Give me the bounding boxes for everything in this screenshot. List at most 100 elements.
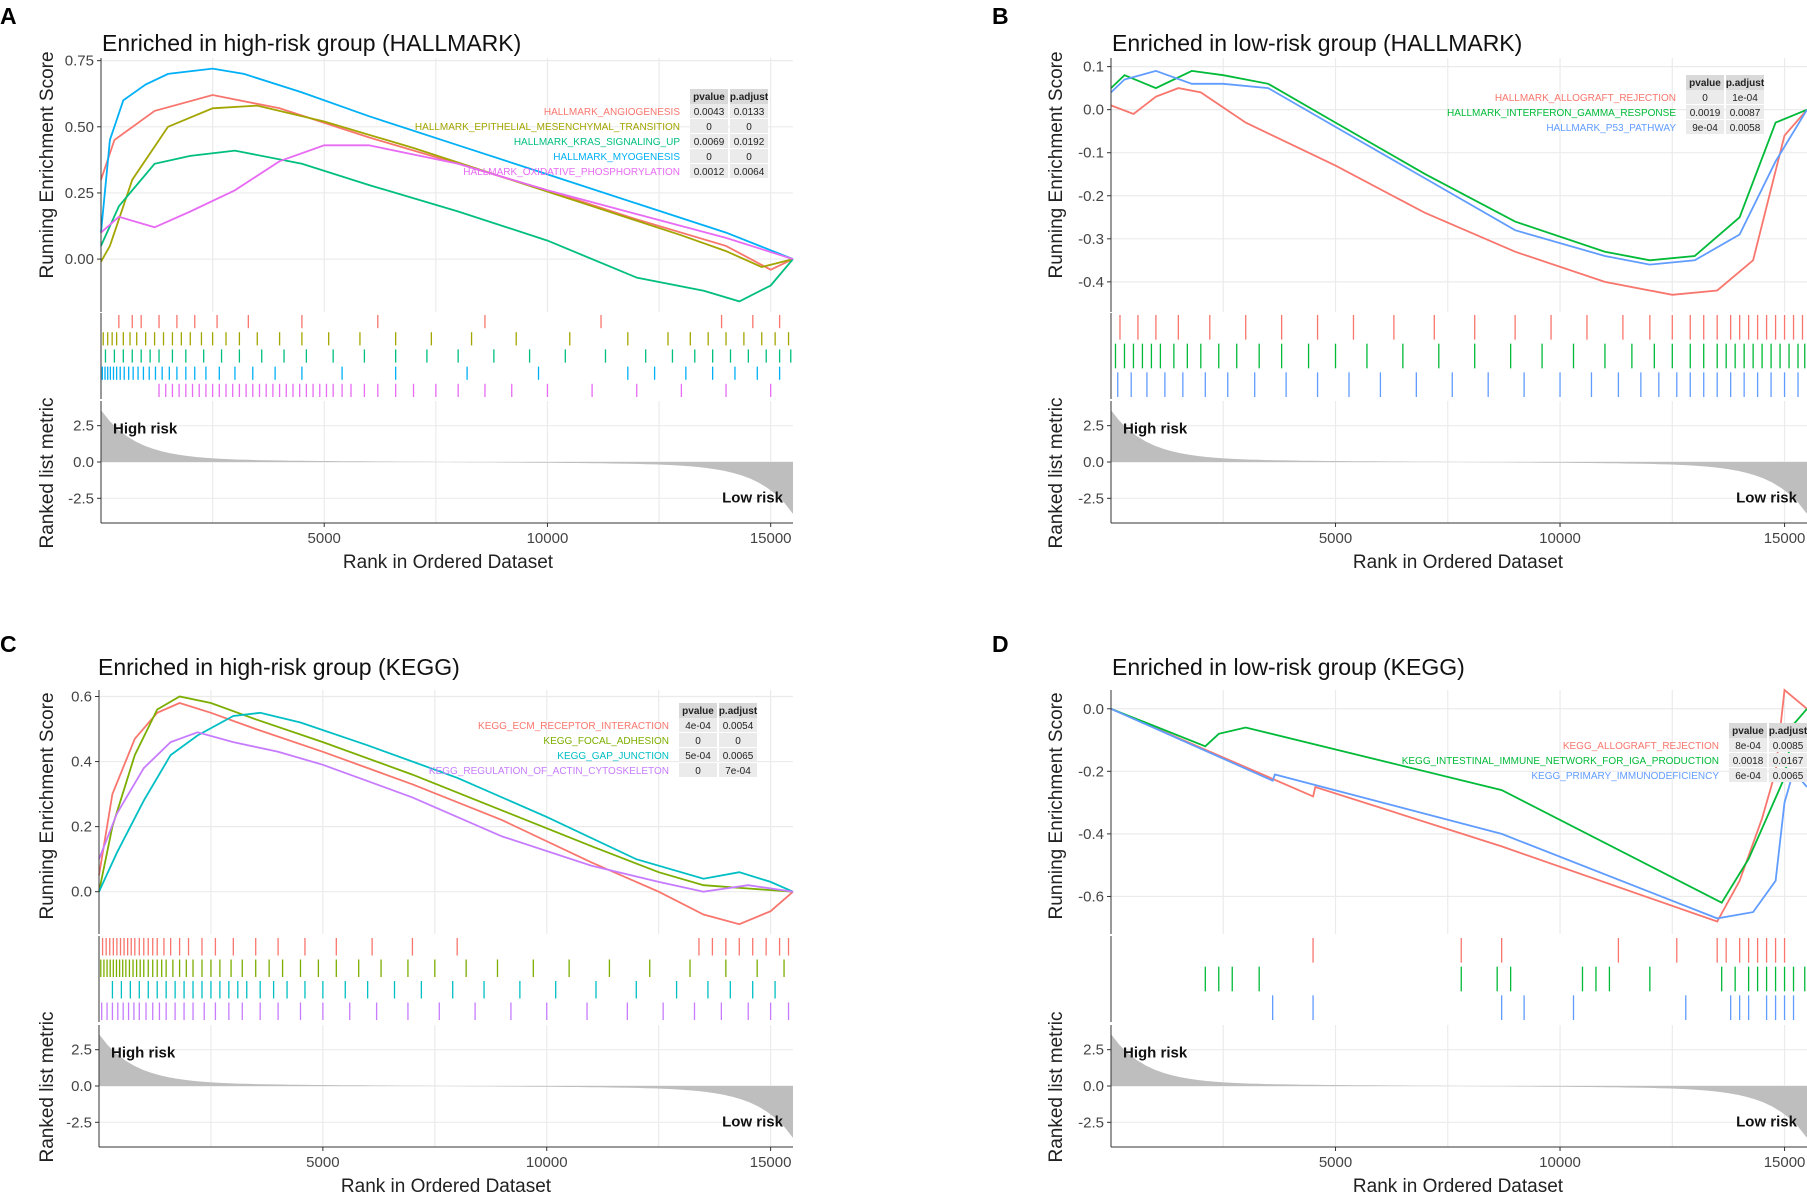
- panel-a: A Enriched in high-risk group (HALLMARK)…: [0, 3, 794, 573]
- panel-letter-c: C: [0, 631, 17, 657]
- x-tick-label: 10000: [526, 1154, 568, 1171]
- legend-padjust: 0.0133: [734, 107, 765, 118]
- x-tick-label: 15000: [750, 1154, 792, 1171]
- table-header-cell: [730, 89, 768, 104]
- table-cell: [1729, 768, 1767, 782]
- legend-series-name: KEGG_REGULATION_OF_ACTIN_CYTOSKELETON: [429, 766, 669, 777]
- legend-padjust: 1e-04: [1732, 93, 1758, 104]
- x-tick-label: 5000: [1319, 530, 1352, 547]
- high-risk-label: High risk: [1123, 1045, 1188, 1062]
- table-cell: [1726, 105, 1764, 119]
- es-line: [100, 149, 794, 303]
- legend-pvalue: 0: [695, 736, 701, 747]
- legend-padjust: 0.0065: [723, 751, 754, 762]
- high-risk-label: High risk: [113, 421, 178, 438]
- panel-b: B Enriched in low-risk group (HALLMARK) …: [992, 3, 1807, 573]
- es-line: [1110, 707, 1807, 904]
- y-axis-label: Running Enrichment Score: [37, 692, 58, 919]
- metric-tick-label: 2.5: [71, 1042, 92, 1059]
- table-cell: [679, 748, 717, 762]
- metric-tick-label: -2.5: [1078, 490, 1104, 507]
- table-cell: [719, 718, 757, 732]
- main-gridlines: [1111, 690, 1807, 934]
- legend-pvalue: 0: [706, 152, 712, 163]
- es-line: [100, 144, 794, 260]
- table-header-cell: [1769, 723, 1807, 738]
- main-y-ticks: 0.00 0.25 0.50 0.75: [65, 53, 101, 268]
- legend-series-name: KEGG_FOCAL_ADHESION: [543, 736, 669, 747]
- metric-tick-label: 0.0: [71, 1078, 92, 1095]
- legend-padjust: 0: [746, 122, 752, 133]
- gene-hit-rugs: [100, 938, 790, 1020]
- legend-pvalue: 8e-04: [1735, 741, 1761, 752]
- y-tick-label: 0.75: [65, 53, 94, 70]
- x-tick-label: 10000: [527, 530, 569, 547]
- legend-pvalue: 0.0018: [1733, 756, 1764, 767]
- y-tick-label: 0.50: [65, 119, 94, 136]
- legend-padjust: 0.0087: [1730, 108, 1761, 119]
- table-cell: [719, 733, 757, 747]
- legend-padjust: 0: [746, 152, 752, 163]
- table-cell: [730, 134, 768, 148]
- table-header-cell: [719, 703, 757, 718]
- metric-tick-label: -2.5: [68, 490, 94, 507]
- legend-pvalue: 0.0019: [1690, 108, 1721, 119]
- table-cell: [1769, 753, 1807, 767]
- legend-padjust: 0.0085: [1773, 741, 1804, 752]
- es-line: [98, 702, 794, 926]
- main-y-ticks: 0.0 -0.2 -0.4 -0.6: [1078, 701, 1111, 905]
- metric-axis-label: Ranked list metric: [37, 398, 58, 549]
- legend-series-name: KEGG_PRIMARY_IMMUNODEFICIENCY: [1531, 771, 1719, 782]
- table-cell: [730, 149, 768, 163]
- panel-d: D Enriched in low-risk group (KEGG) Runn…: [992, 631, 1807, 1193]
- y-tick-label: -0.4: [1078, 826, 1104, 843]
- y-tick-label: 0.25: [65, 185, 94, 202]
- legend-padjust: 0.0058: [1730, 123, 1761, 134]
- table-header-cell: [1729, 723, 1767, 738]
- legend-padjust: 0.0064: [734, 167, 765, 178]
- x-tick-label: 15000: [1764, 1154, 1806, 1171]
- legend-series-name: KEGG_ALLOGRAFT_REJECTION: [1563, 741, 1719, 752]
- low-risk-label: Low risk: [722, 1113, 784, 1130]
- y-tick-label: 0.6: [71, 689, 92, 706]
- table-cell: [730, 104, 768, 118]
- main-y-ticks: 0.0 0.2 0.4 0.6: [71, 689, 99, 901]
- gene-hit-rugs: [1204, 938, 1806, 1020]
- main-gridlines: [101, 58, 793, 312]
- legend-series-name: KEGG_GAP_JUNCTION: [557, 751, 669, 762]
- y-tick-label: 0.2: [71, 819, 92, 836]
- legend-series-name: HALLMARK_OXIDATIVE_PHOSPHORYLATION: [463, 167, 680, 178]
- ranked-metric-area: [1111, 410, 1807, 514]
- table-header-pvalue: pvalue: [682, 706, 714, 717]
- x-ticks: 5000 10000 15000: [306, 1147, 791, 1171]
- es-line: [1110, 688, 1807, 923]
- es-line: [100, 94, 794, 271]
- metric-tick-label: -2.5: [1078, 1114, 1104, 1131]
- ranked-metric-area: [1111, 1034, 1807, 1138]
- es-line: [1110, 87, 1807, 296]
- table-header-cell: [1726, 75, 1764, 90]
- series-lines: [1110, 69, 1807, 296]
- gene-hit-rugs: [1114, 315, 1806, 397]
- axis-frames: [1110, 690, 1807, 1148]
- gene-hit-rugs: [101, 315, 792, 397]
- table-cell: [1769, 768, 1807, 782]
- table-cell: [1726, 90, 1764, 104]
- table-cell: [679, 718, 717, 732]
- y-tick-label: 0.1: [1083, 59, 1104, 76]
- table-cell: [1729, 738, 1767, 752]
- y-tick-label: 0.0: [1083, 701, 1104, 718]
- legend-pvalue: 0.0043: [694, 107, 725, 118]
- legend-series-name: HALLMARK_P53_PATHWAY: [1546, 123, 1676, 134]
- legend-padjust: 7e-04: [725, 766, 751, 777]
- series-lines: [1110, 688, 1807, 923]
- table-header-cell: [679, 703, 717, 718]
- x-tick-label: 10000: [1539, 530, 1581, 547]
- axis-frames: [1110, 58, 1807, 524]
- metric-axis-label: Ranked list metric: [1046, 398, 1067, 549]
- legend-table: pvalue p.adjust KEGG_ECM_RECEPTOR_INTERACT…: [429, 703, 758, 777]
- table-cell: [690, 104, 728, 118]
- low-risk-label: Low risk: [722, 489, 784, 506]
- es-line: [100, 67, 794, 260]
